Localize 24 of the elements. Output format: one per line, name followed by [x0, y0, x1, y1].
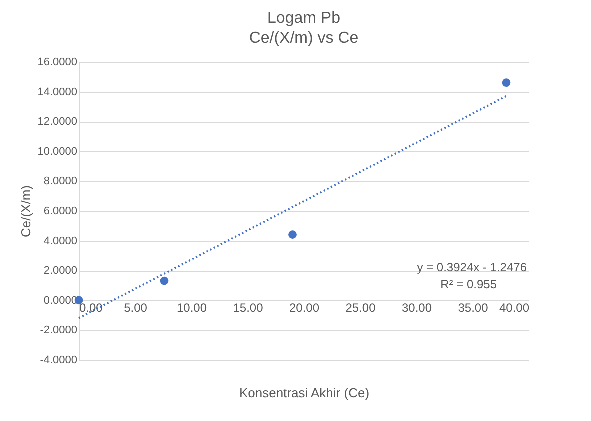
- annotation: y = 0.3924x - 1.2476: [417, 260, 528, 275]
- y-tick-label: -2.0000: [40, 324, 78, 337]
- x-tick-label: 40.00: [499, 300, 530, 315]
- chart-subtitle: Ce/(X/m) vs Ce: [249, 30, 359, 47]
- y-tick-label: 16.0000: [38, 56, 78, 68]
- y-tick-label: 12.0000: [38, 116, 78, 128]
- y-tick-label: -4.0000: [40, 354, 78, 366]
- y-tick-label: 2.0000: [44, 265, 78, 278]
- x-tick-label: 25.00: [346, 300, 376, 315]
- y-tick-label: 8.0000: [44, 176, 78, 188]
- annotation: R² = 0.955: [440, 278, 498, 292]
- x-axis-title: Konsentrasi Akhir (Ce): [239, 386, 370, 400]
- x-tick-label: 30.00: [402, 300, 432, 315]
- x-tick-label: 35.00: [458, 300, 489, 315]
- y-axis-title: Ce/(X/m): [18, 186, 34, 238]
- x-tick-label: 20.00: [289, 300, 320, 315]
- x-tick-label: 15.00: [233, 300, 264, 315]
- x-tick-label: 10.00: [176, 300, 208, 315]
- y-tick-label: 6.0000: [44, 206, 78, 218]
- y-tick-label: 10.0000: [38, 146, 78, 158]
- y-tick-label: 4.0000: [44, 235, 78, 248]
- x-tick-label: 5.00: [124, 300, 148, 315]
- chart-title: Logam Pb: [268, 10, 341, 27]
- y-tick-label: 14.0000: [38, 86, 78, 98]
